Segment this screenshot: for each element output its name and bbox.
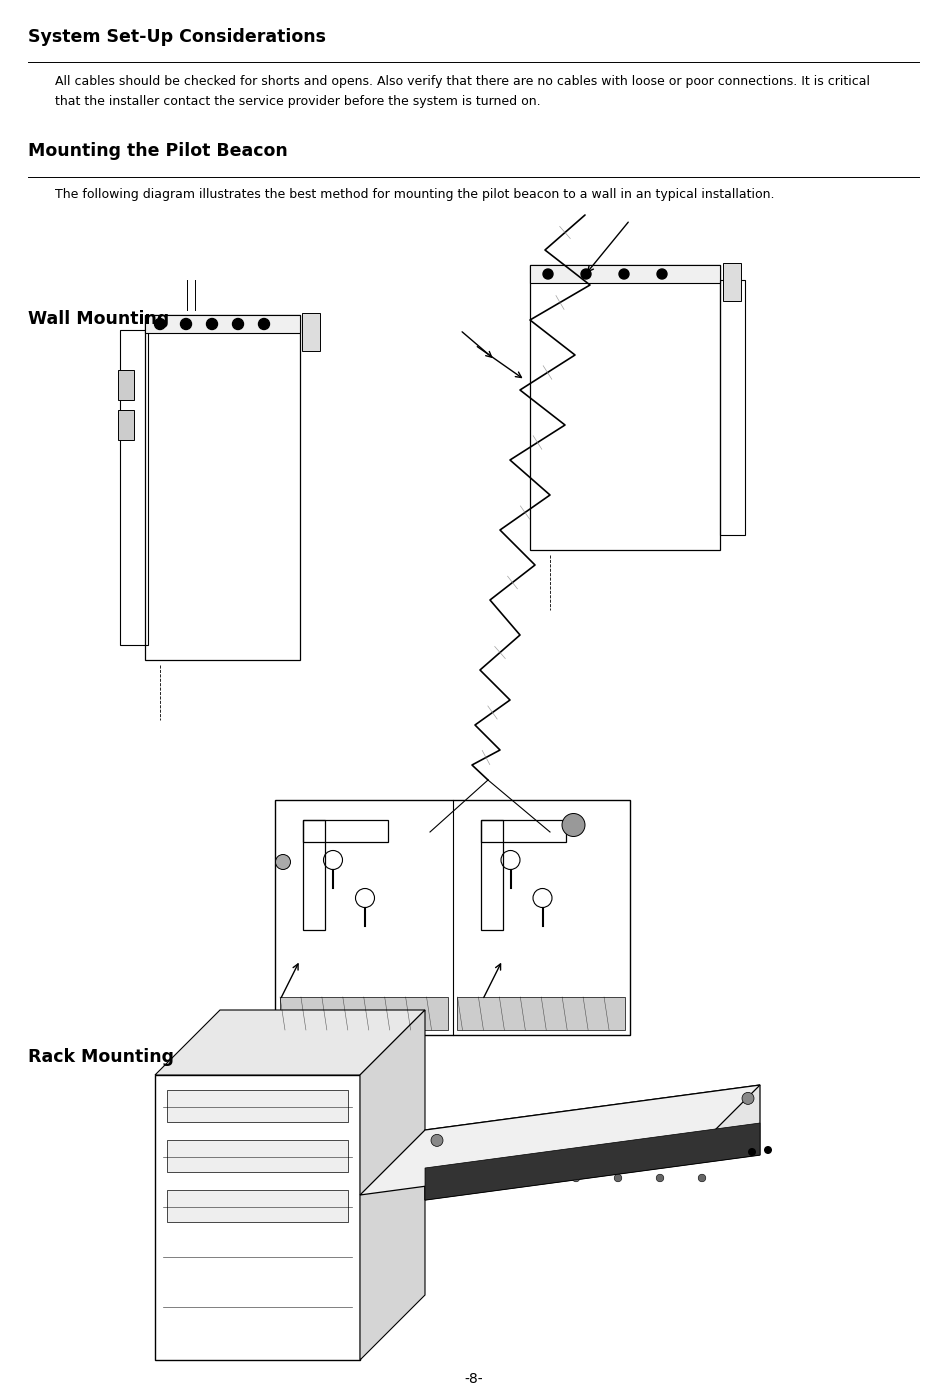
Circle shape xyxy=(764,1146,772,1155)
Circle shape xyxy=(530,1174,538,1182)
Bar xyxy=(280,997,448,1029)
Text: All cables should be checked for shorts and opens. Also verify that there are no: All cables should be checked for shorts … xyxy=(55,75,870,88)
Bar xyxy=(720,280,745,536)
Circle shape xyxy=(154,319,166,330)
Circle shape xyxy=(615,1174,622,1182)
Bar xyxy=(457,997,625,1029)
Bar xyxy=(167,1091,348,1123)
Circle shape xyxy=(446,1174,454,1182)
Circle shape xyxy=(581,268,591,280)
Bar xyxy=(167,1141,348,1173)
Circle shape xyxy=(276,854,291,869)
Circle shape xyxy=(562,814,585,836)
Circle shape xyxy=(543,268,553,280)
Circle shape xyxy=(431,1135,443,1146)
Circle shape xyxy=(619,268,629,280)
Polygon shape xyxy=(425,1123,760,1200)
Bar xyxy=(723,263,741,300)
Circle shape xyxy=(698,1174,706,1182)
Text: Rack Mounting: Rack Mounting xyxy=(28,1047,174,1066)
Polygon shape xyxy=(360,1085,760,1195)
Bar xyxy=(120,330,148,645)
Bar xyxy=(145,314,300,659)
Polygon shape xyxy=(155,1010,425,1075)
Text: Mounting the Pilot Beacon: Mounting the Pilot Beacon xyxy=(28,142,288,160)
Circle shape xyxy=(656,1174,664,1182)
Bar xyxy=(167,1189,348,1223)
Text: System Set-Up Considerations: System Set-Up Considerations xyxy=(28,28,326,46)
Bar xyxy=(155,1075,360,1360)
Text: -8-: -8- xyxy=(464,1372,483,1385)
Circle shape xyxy=(657,268,667,280)
Circle shape xyxy=(259,319,270,330)
Text: The following diagram illustrates the best method for mounting the pilot beacon : The following diagram illustrates the be… xyxy=(55,188,775,202)
Text: that the installer contact the service provider before the system is turned on.: that the installer contact the service p… xyxy=(55,95,541,108)
Bar xyxy=(530,266,720,549)
Text: Wall Mounting: Wall Mounting xyxy=(28,310,170,328)
Circle shape xyxy=(489,1174,496,1182)
Circle shape xyxy=(572,1174,580,1182)
Bar xyxy=(303,821,388,842)
Bar xyxy=(145,314,300,332)
Bar xyxy=(480,821,565,842)
Circle shape xyxy=(206,319,218,330)
Bar xyxy=(275,800,630,1035)
Circle shape xyxy=(181,319,191,330)
Circle shape xyxy=(233,319,243,330)
Polygon shape xyxy=(425,1085,760,1200)
Circle shape xyxy=(748,1148,756,1156)
Bar xyxy=(530,266,720,282)
Circle shape xyxy=(742,1092,754,1104)
Bar xyxy=(303,821,325,931)
Bar xyxy=(118,410,134,440)
Bar xyxy=(118,370,134,401)
Polygon shape xyxy=(360,1010,425,1360)
Bar xyxy=(302,313,320,351)
Bar xyxy=(480,821,503,931)
